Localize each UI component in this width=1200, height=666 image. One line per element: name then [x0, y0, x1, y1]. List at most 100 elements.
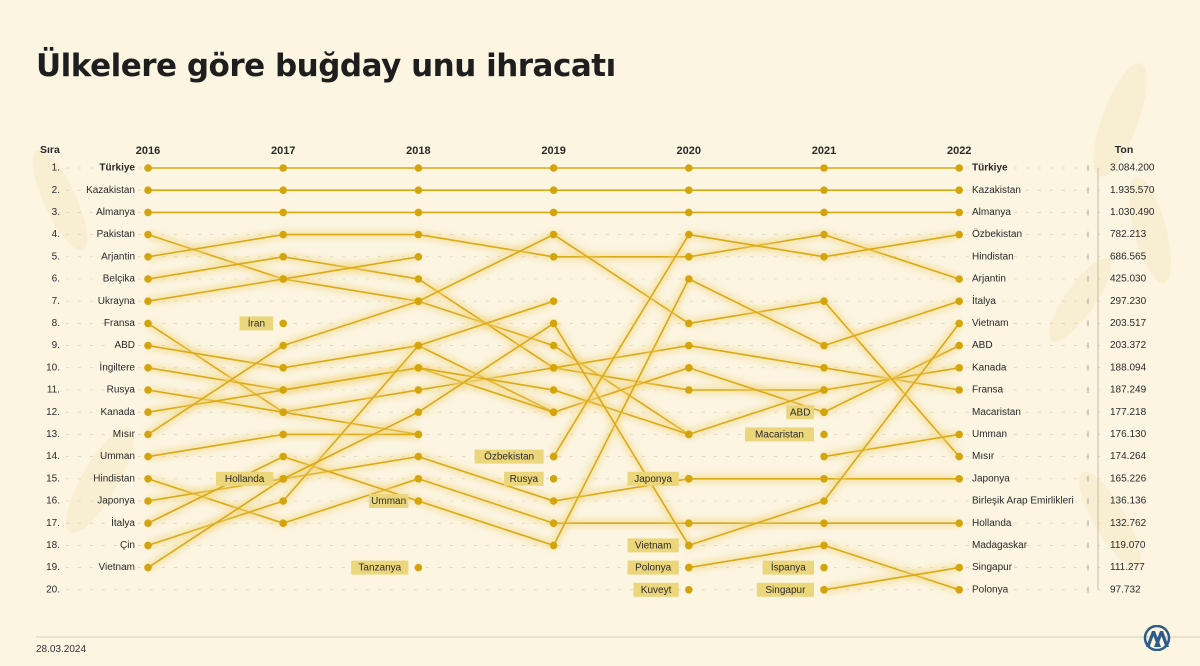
value-label-2022: 203.372 [1110, 340, 1147, 351]
point-kanada-2022 [955, 364, 963, 372]
country-label-2022: Türkiye [972, 163, 1008, 174]
point-hindistan-2016 [144, 475, 152, 483]
point-mısır-2017 [279, 341, 288, 350]
entry-label: Vietnam [635, 541, 672, 552]
entry-label: ABD [790, 407, 811, 418]
country-label-2016: Mısır [113, 429, 136, 440]
point-hindistan-2018 [414, 475, 423, 483]
value-label-2022: 177.218 [1110, 407, 1147, 418]
entry-label-box [756, 582, 814, 597]
point-rusya-2016 [144, 386, 152, 394]
country-label-2022: Birleşik Arap Emirlikleri [972, 496, 1074, 507]
entry-label: Kuveyt [641, 585, 672, 596]
point-kazakistan-2017 [279, 186, 288, 194]
point-i̇talya-2021 [820, 341, 828, 350]
country-label-2022: Singapur [972, 562, 1013, 573]
point-almanya-2021 [820, 208, 828, 217]
country-label-2022: Macaristan [972, 407, 1021, 418]
point-i̇talya-2020 [685, 275, 693, 283]
point-vietnam-2019 [549, 319, 558, 328]
value-label-2022: 174.264 [1110, 451, 1147, 462]
point-japonya-2022 [955, 475, 963, 483]
point-belçika-2016 [144, 275, 152, 283]
entry-label: Umman [371, 496, 406, 507]
value-label-2022: 297.230 [1110, 296, 1147, 307]
point-hindistan-2019 [549, 519, 558, 527]
series-line-umman [823, 433, 960, 458]
rank-label: 18. [46, 540, 60, 551]
rank-label: 6. [52, 274, 60, 285]
year-label-2020: 2020 [677, 145, 701, 157]
country-label-2022: Almanya [972, 207, 1011, 218]
point-türkiye-2019 [549, 164, 558, 172]
country-label-2016: İngiltere [99, 360, 135, 373]
point-özbekistan-2021 [820, 252, 828, 261]
country-label-2016: Kazakistan [86, 185, 135, 196]
country-label-2016: Fransa [104, 318, 136, 329]
rank-label: 14. [46, 451, 60, 462]
entry-label: İspanya [771, 561, 806, 574]
wheat-background-decoration [32, 63, 1172, 569]
point-arjantin-2016 [144, 252, 152, 261]
point-belçika-2018 [414, 275, 423, 283]
entry-point [820, 586, 828, 594]
point-arjantin-2017 [279, 230, 288, 239]
value-label-2022: 203.517 [1110, 318, 1147, 329]
entry-point [414, 497, 423, 505]
point-mısır-2020 [685, 319, 693, 328]
point-i̇talya-2016 [144, 519, 152, 527]
point-çin-2016 [144, 541, 152, 550]
rank-label: 7. [52, 296, 60, 307]
country-label-2016: Hindistan [93, 473, 135, 484]
entry-label-box [368, 494, 409, 508]
point-umman-2016 [144, 452, 152, 461]
bump-chart: Sıra Ton 2016 2017 2018 2019 2020 2021 2022 1. 2. 3… [32, 63, 1200, 638]
point-türkiye-2022 [955, 164, 963, 172]
rank-label: 20. [46, 584, 60, 595]
country-label-2022: Hindistan [972, 251, 1014, 262]
value-label-2022: 176.130 [1110, 429, 1147, 440]
country-label-2022: İtalya [972, 294, 996, 307]
series-line-vietnam [147, 322, 960, 569]
point-hindistan-2021 [820, 519, 828, 527]
value-label-2022: 97.732 [1110, 584, 1141, 595]
point-arjantin-2021 [820, 230, 828, 239]
entry-label-box [216, 471, 274, 486]
point-vietnam-2021 [820, 497, 828, 505]
entry-point [820, 430, 828, 439]
point-fransa-2020 [685, 341, 693, 350]
country-label-2022: Kanada [972, 362, 1007, 373]
point-i̇talya-2017 [279, 452, 288, 461]
point-mısır-2016 [144, 430, 152, 439]
entry-point [549, 475, 558, 483]
point-pakistan-2016 [144, 230, 152, 239]
country-label-2016: Çin [120, 540, 135, 551]
point-belçika-2020 [685, 386, 693, 394]
footer-date: 28.03.2024 [36, 644, 87, 655]
entry-label: Singapur [765, 585, 806, 596]
point-türkiye-2020 [685, 164, 693, 172]
point-mısır-2022 [955, 452, 963, 461]
point-fransa-2019 [549, 364, 558, 372]
point-hindistan-2022 [955, 519, 963, 527]
point-fransa-2021 [820, 364, 828, 372]
point-umman-2018 [414, 430, 423, 439]
entry-point [279, 475, 288, 483]
rank-label: 5. [52, 251, 60, 262]
point-kazakistan-2021 [820, 186, 828, 194]
value-label-2022: 136.136 [1110, 496, 1147, 507]
point-almanya-2019 [549, 208, 558, 217]
point-çin-2017 [279, 497, 288, 505]
rank-label: 10. [46, 362, 60, 373]
point-kazakistan-2020 [685, 186, 693, 194]
country-label-2016: Arjantin [101, 251, 135, 262]
point-abd-2017 [279, 364, 288, 372]
point-i̇talya-2022 [955, 297, 963, 306]
point-türkiye-2021 [820, 164, 828, 172]
point-abd-2020 [685, 364, 693, 372]
point-kanada-2016 [144, 408, 152, 417]
point-polonya-2021 [820, 541, 828, 550]
point-kanada-2020 [685, 430, 693, 439]
point-abd-2022 [955, 341, 963, 350]
series-line-çin [147, 300, 554, 547]
